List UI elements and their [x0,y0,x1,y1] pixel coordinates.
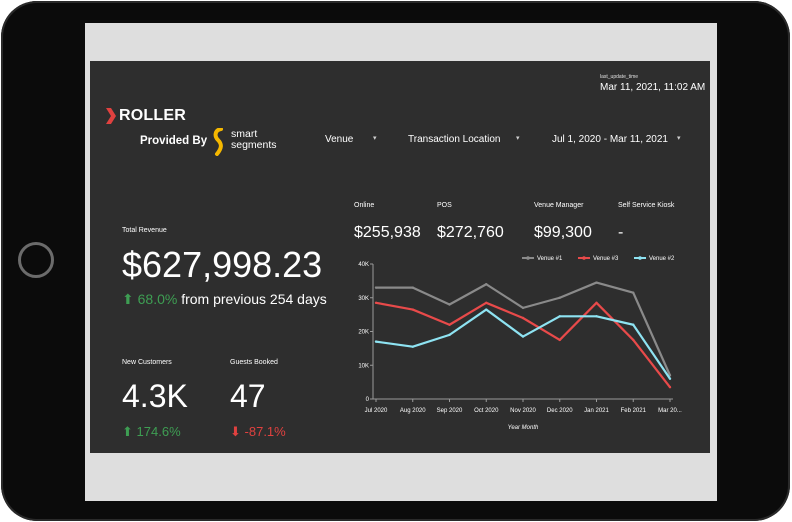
data-point [632,338,635,342]
data-point [521,335,525,338]
revenue-line-chart: 0 10K 20K 30K 40K Jul 2020 Aug 2020 Sep 2020 Oct… [358,256,682,431]
y-tick-label: 20K [358,330,369,336]
data-point [485,283,488,286]
partner-line1: smart [231,128,258,140]
total-revenue-change: ⬆ 68.0% from previous 254 days [122,291,327,308]
legend-label: Venue #1 [537,256,563,262]
last-update-value: Mar 11, 2021, 11:02 AM [600,82,706,93]
x-tick-label: Mar 20... [658,408,682,414]
x-tick-label: Oct 2020 [474,408,499,414]
data-point [632,323,635,326]
y-tick-label: 30K [358,296,369,302]
smart-segments-logo-icon [213,128,223,156]
data-point [595,281,598,284]
guests-booked-value: 47 [230,378,266,414]
series-line [375,308,671,380]
data-point [521,306,525,310]
transaction-location-filter[interactable]: Transaction Location [408,134,501,145]
y-tick-label: 0 [366,397,370,403]
legend-label: Venue #3 [593,256,619,262]
legend-marker [582,256,586,260]
data-point [411,345,414,348]
channel-online-value: $255,938 [354,224,421,241]
data-point [448,323,451,326]
total-revenue-change-suffix: from previous 254 days [181,291,327,307]
data-point [595,315,598,318]
x-tick-label: Dec 2020 [547,408,573,414]
total-revenue-change-value: 68.0% [137,291,178,307]
new-customers-label: New Customers [122,359,172,366]
data-point [374,340,378,343]
roller-logo-text: ROLLER [119,107,186,124]
channel-kiosk-value: - [618,224,624,241]
partner-line2: segments [231,139,277,151]
channel-venue-manager-label: Venue Manager [534,202,584,209]
data-point [558,315,561,318]
x-tick-label: Feb 2021 [621,408,647,414]
channel-pos-label: POS [437,202,452,209]
arrow-up-icon: ⬆ [122,424,133,439]
data-point [374,301,378,305]
smart-segments-logo-text: smart segments [231,129,277,151]
new-customers-change-value: 174.6% [136,424,181,439]
legend-marker [526,256,530,260]
guests-booked-label: Guests Booked [230,359,278,366]
caret-down-icon[interactable]: ▾ [677,135,681,142]
legend-label: Venue #2 [649,256,675,262]
x-tick-label: Jan 2021 [584,408,609,414]
guests-booked-change: ⬇ -87.1% [230,424,286,440]
new-customers-change: ⬆ 174.6% [122,424,181,440]
dashboard-screen: last_update_time Mar 11, 2021, 11:02 AM … [90,61,710,453]
x-tick-label: Jul 2020 [365,408,388,414]
data-point [668,385,672,389]
total-revenue-label: Total Revenue [122,227,167,234]
data-point [485,301,488,305]
data-point [411,286,414,289]
provided-by-label: Provided By [140,135,208,147]
channel-pos-value: $272,760 [437,224,504,241]
caret-down-icon[interactable]: ▾ [373,135,377,142]
x-axis-title: Year Month [508,425,539,431]
data-point [411,308,414,311]
guests-booked-change-value: -87.1% [244,424,286,439]
data-point [632,291,635,294]
home-button[interactable] [18,242,54,278]
data-point [448,303,451,306]
series-line [376,281,672,376]
data-point [558,296,561,299]
channel-venue-manager-value: $99,300 [534,224,592,241]
total-revenue-value: $627,998.23 [122,244,323,285]
y-tick-label: 10K [358,363,369,369]
venue-filter[interactable]: Venue [325,134,354,145]
data-point [485,308,488,311]
x-tick-label: Sep 2020 [437,408,463,414]
caret-down-icon[interactable]: ▾ [516,135,520,142]
data-point [521,316,525,320]
data-point [374,286,378,289]
channel-kiosk-label: Self Service Kiosk [618,202,675,209]
arrow-down-icon: ⬇ [230,424,241,439]
date-range-filter[interactable]: Jul 1, 2020 - Mar 11, 2021 [552,134,668,145]
data-point [448,333,451,337]
roller-chevron-icon [106,108,116,124]
data-point [558,338,561,342]
legend-marker [638,256,642,260]
arrow-up-icon: ⬆ [122,291,134,307]
channel-online-label: Online [354,202,375,209]
y-tick-label: 40K [358,262,369,268]
data-point [595,301,598,305]
x-tick-label: Nov 2020 [510,408,536,414]
x-tick-label: Aug 2020 [400,408,426,414]
new-customers-value: 4.3K [122,378,188,414]
last-update-label: last_update_time [600,74,639,80]
data-point [668,377,672,380]
